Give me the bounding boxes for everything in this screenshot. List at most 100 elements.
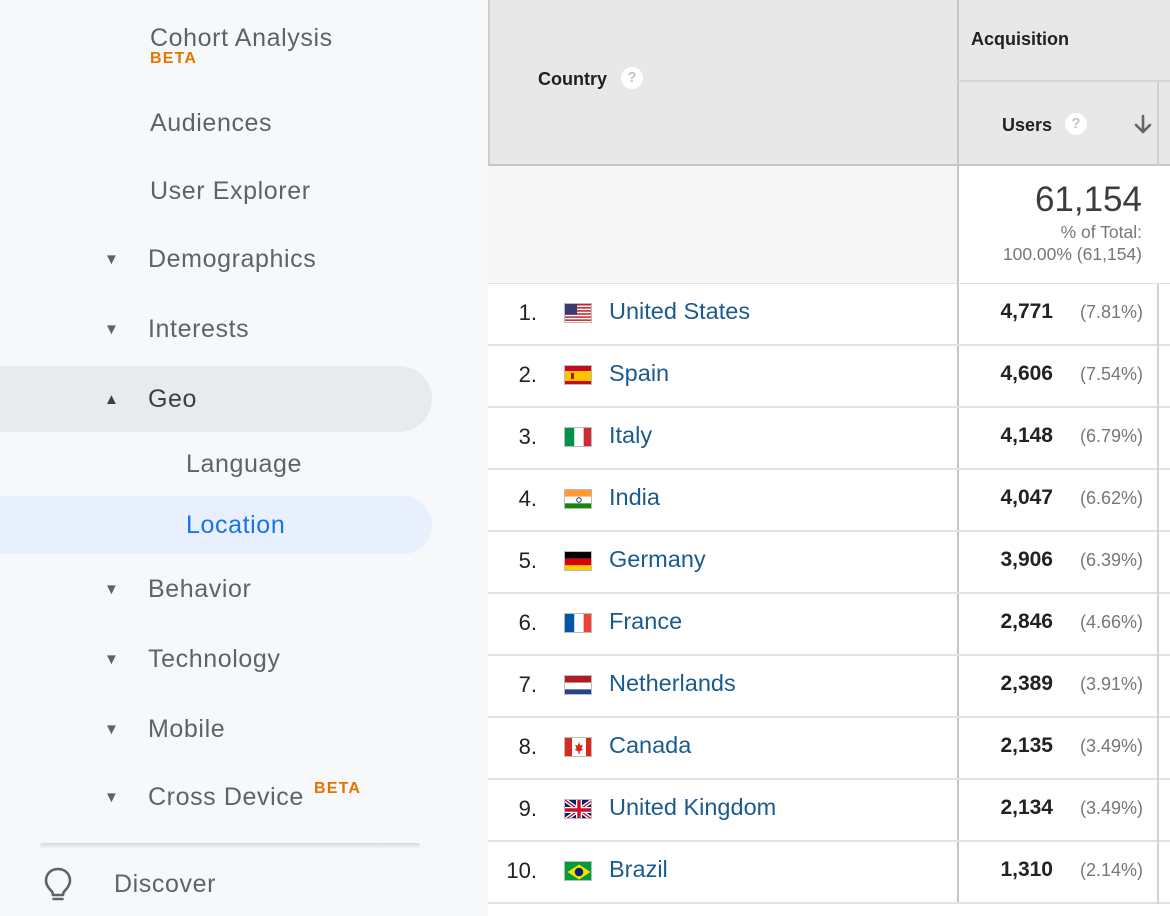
nav-item-cohort-analysis[interactable]: Cohort Analysis BETA — [150, 24, 333, 84]
country-cell: 9. United Kingdom — [488, 780, 957, 840]
flag-ca-icon — [564, 737, 592, 757]
users-percent: (7.54%) — [1079, 364, 1143, 384]
report-table: Country ? Acquisition Users ? 61,154 % o… — [488, 0, 1170, 916]
total-users-value: 61,154 — [1034, 180, 1142, 219]
flag-de-icon — [564, 551, 592, 571]
nav-label-demographics: Demographics — [148, 244, 317, 273]
users-cell: 2,134 (3.49%) — [957, 780, 1157, 840]
nav-item-audiences[interactable]: Audiences — [150, 90, 272, 156]
totals-row-label-cell — [488, 166, 957, 284]
nav-label-behavior: Behavior — [148, 574, 252, 603]
row-rank: 6. — [518, 610, 537, 635]
table-row: 3. Italy 4,148 (6.79%) — [488, 408, 1170, 470]
country-cell: 3. Italy — [488, 408, 957, 468]
nav-label-user-explorer: User Explorer — [150, 176, 311, 205]
row-rank: 1. — [518, 300, 537, 325]
nav-item-location-highlight — [0, 496, 432, 554]
users-value: 1,310 — [1000, 858, 1053, 881]
users-percent: (3.49%) — [1079, 798, 1143, 818]
table-row: 1. United States 4,771 (7.81%) — [488, 284, 1170, 346]
country-link[interactable]: France — [609, 608, 683, 634]
country-column-header[interactable]: Country ? — [488, 0, 957, 166]
nav-item-language[interactable]: Language — [186, 432, 302, 496]
row-rank: 5. — [518, 548, 537, 573]
nav-item-interests[interactable]: ▼ Interests — [0, 296, 432, 362]
sort-descending-icon[interactable] — [1131, 113, 1155, 137]
table-row: 2. Spain 4,606 (7.54%) — [488, 346, 1170, 408]
lightbulb-icon — [42, 866, 74, 904]
country-link[interactable]: Brazil — [609, 856, 668, 882]
country-link[interactable]: India — [609, 484, 660, 510]
table-row: 8. Canada 2,135 (3.49%) — [488, 718, 1170, 780]
chevron-down-icon: ▼ — [104, 650, 119, 668]
country-link[interactable]: Germany — [609, 546, 706, 572]
row-rank: 9. — [518, 796, 537, 821]
nav-item-geo[interactable]: ▲ Geo — [0, 366, 432, 432]
country-link[interactable]: United Kingdom — [609, 794, 777, 820]
row-rank: 8. — [518, 734, 537, 759]
flag-it-icon — [564, 427, 592, 447]
country-cell: 6. France — [488, 594, 957, 654]
nav-item-discover[interactable]: Discover — [0, 852, 432, 916]
flag-gb-icon — [564, 799, 592, 819]
help-icon[interactable]: ? — [1065, 113, 1087, 135]
nav-item-location[interactable]: Location — [186, 496, 285, 554]
nav-label-language: Language — [186, 449, 303, 478]
nav-item-mobile[interactable]: ▼ Mobile — [0, 696, 432, 762]
nav-label-audiences: Audiences — [150, 108, 273, 137]
country-cell: 8. Canada — [488, 718, 957, 778]
country-link[interactable]: Netherlands — [609, 670, 736, 696]
flag-br-icon — [564, 861, 592, 881]
table-row: 7. Netherlands 2,389 (3.91%) — [488, 656, 1170, 718]
users-percent: (3.91%) — [1079, 674, 1143, 694]
users-header-label: Users — [1002, 115, 1053, 135]
total-percent-label: % of Total: — [1060, 222, 1142, 242]
nav-label-technology: Technology — [148, 644, 281, 673]
users-value: 2,389 — [1000, 672, 1053, 695]
row-rank: 3. — [518, 424, 537, 449]
country-link[interactable]: Italy — [609, 422, 653, 448]
users-percent: (3.49%) — [1079, 736, 1143, 756]
row-rank: 2. — [518, 362, 537, 387]
country-header-label: Country — [538, 69, 607, 89]
help-icon[interactable]: ? — [621, 67, 643, 89]
users-column-header[interactable]: Users ? — [957, 82, 1170, 166]
users-cell: 4,148 (6.79%) — [957, 408, 1157, 468]
users-cell: 4,047 (6.62%) — [957, 470, 1157, 530]
nav-label-discover: Discover — [114, 869, 217, 898]
table-row: 4. India 4,047 (6.62%) — [488, 470, 1170, 532]
flag-fr-icon — [564, 613, 592, 633]
nav-item-geo-highlight — [0, 366, 432, 432]
beta-badge: BETA — [314, 780, 362, 797]
chevron-down-icon: ▼ — [104, 250, 119, 268]
nav-item-technology[interactable]: ▼ Technology — [0, 626, 432, 692]
total-percent: % of Total: 100.00% (61,154) — [1003, 221, 1142, 265]
nav-item-user-explorer[interactable]: User Explorer — [150, 158, 311, 224]
country-cell: 5. Germany — [488, 532, 957, 592]
users-cell: 2,135 (3.49%) — [957, 718, 1157, 778]
nav-item-cross-device[interactable]: ▼ Cross Device BETA — [0, 764, 432, 830]
nav-label-mobile: Mobile — [148, 714, 226, 743]
chevron-down-icon: ▼ — [104, 788, 119, 806]
table-row: 6. France 2,846 (4.66%) — [488, 594, 1170, 656]
country-cell: 7. Netherlands — [488, 656, 957, 716]
nav-label-geo: Geo — [148, 384, 198, 413]
row-rank: 10. — [506, 858, 537, 883]
users-percent: (6.79%) — [1079, 426, 1143, 446]
table-row: 9. United Kingdom 2,134 (3.49%) — [488, 780, 1170, 842]
row-rank: 7. — [518, 672, 537, 697]
flag-in-icon — [564, 489, 592, 509]
flag-us-icon — [564, 303, 592, 323]
nav-item-demographics[interactable]: ▼ Demographics — [0, 226, 432, 292]
country-link[interactable]: United States — [609, 298, 751, 324]
users-cell: 3,906 (6.39%) — [957, 532, 1157, 592]
country-cell: 10. Brazil — [488, 842, 957, 902]
nav-item-behavior[interactable]: ▼ Behavior — [0, 556, 432, 622]
country-link[interactable]: Spain — [609, 360, 670, 386]
users-value: 2,135 — [1000, 734, 1053, 757]
users-percent: (7.81%) — [1079, 302, 1143, 322]
country-cell: 4. India — [488, 470, 957, 530]
nav-label-cohort-analysis: Cohort Analysis — [150, 24, 333, 52]
flag-nl-icon — [564, 675, 592, 695]
country-link[interactable]: Canada — [609, 732, 692, 758]
